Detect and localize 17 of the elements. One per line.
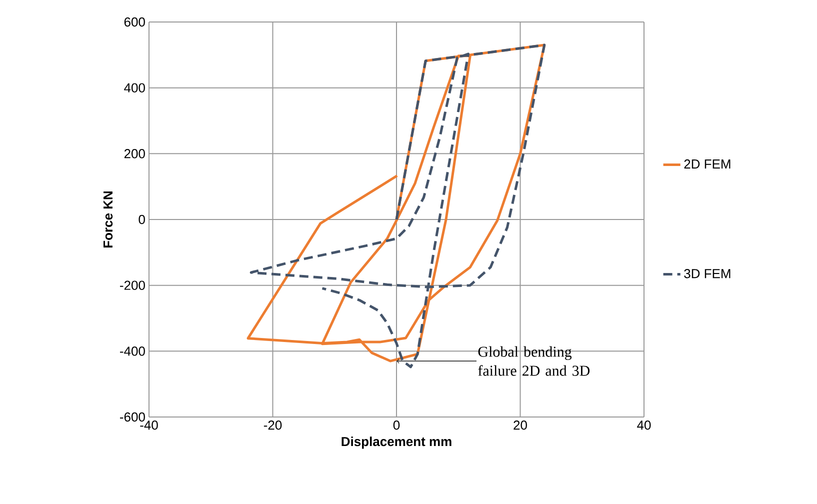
x-tick-label: 0	[393, 420, 400, 430]
y-axis-title: Force KN	[104, 191, 113, 248]
y-tick-label: -400	[120, 346, 145, 356]
legend-label: 3D FEM	[684, 268, 730, 278]
x-axis-title: Displacement mm	[342, 436, 452, 449]
y-tick-label: 400	[124, 83, 145, 92]
x-tick-label: -20	[264, 420, 282, 430]
x-tick-label: 20	[514, 420, 527, 430]
x-tick-label: -40	[140, 420, 158, 430]
y-tick-label: -600	[120, 412, 145, 422]
y-tick-label: -200	[120, 280, 145, 290]
y-tick-label: 0	[138, 214, 145, 224]
annotation: Global bending failure 2D and 3D	[478, 346, 590, 376]
y-tick-label: 600	[124, 17, 145, 27]
x-tick-label: 40	[637, 420, 651, 430]
y-tick-label: 200	[124, 149, 145, 158]
legend-label: 2D FEM	[684, 159, 730, 168]
